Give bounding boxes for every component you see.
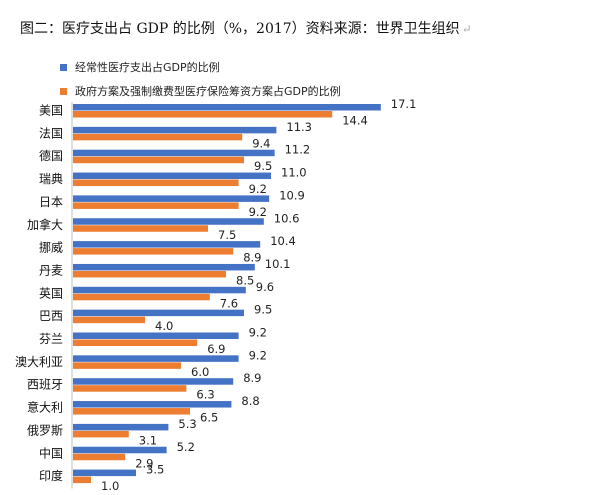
bar-current-health-expenditure [73,104,381,111]
data-label: 11.0 [281,166,307,180]
chart-legend: 经常性医疗支出占GDP的比例 政府方案及强制缴费型医疗保险筹资方案占GDP的比例 [60,58,341,106]
bar-current-health-expenditure [73,172,271,180]
bar-current-health-expenditure [73,218,264,225]
bar-current-health-expenditure [73,309,244,317]
bar-current-health-expenditure [73,423,169,431]
chart-title: 图二：医疗支出占 GDP 的比例（%，2017）资料来源：世界卫生组织 [20,21,460,37]
legend-swatch-orange [60,87,67,95]
category-label: 英国 [39,286,63,300]
category-label: 中国 [39,445,63,460]
data-label: 6.3 [196,388,214,402]
category-label: 芬兰 [39,332,63,346]
bar-current-health-expenditure [73,378,234,385]
chart-caption: 图二：医疗支出占 GDP 的比例（%，2017）资料来源：世界卫生组织 ↵ [20,18,472,38]
data-label: 17.1 [391,97,417,111]
data-label: 7.5 [218,228,236,242]
bar-current-health-expenditure [73,126,277,134]
data-label: 9.2 [249,205,267,219]
legend-item-series-1: 经常性医疗支出占GDP的比例 [60,58,341,76]
category-label: 法国 [39,126,63,140]
bar-government-financing [73,476,91,484]
data-label: 6.0 [191,365,209,379]
category-label: 美国 [39,104,63,118]
data-label: 10.6 [274,211,300,225]
data-label: 7.6 [220,296,238,310]
category-label: 丹麦 [39,263,63,277]
data-label: 9.2 [249,326,267,340]
bar-government-financing [73,248,234,255]
data-label: 10.4 [270,234,296,248]
legend-label-series-2: 政府方案及强制缴费型医疗保险筹资方案占GDP的比例 [75,85,341,98]
bar-current-health-expenditure [73,469,136,477]
bar-government-financing [73,430,129,438]
bar-current-health-expenditure [73,241,261,248]
data-label: 10.1 [265,257,291,271]
bar-government-financing [73,179,239,187]
bar-government-financing [73,385,187,392]
data-label: 8.9 [243,251,261,265]
data-label: 1.0 [101,479,119,493]
data-label: 3.1 [139,433,157,447]
bar-government-financing [73,453,126,461]
data-label: 8.9 [243,371,261,385]
bar-government-financing [73,133,243,141]
data-label: 14.4 [342,114,368,128]
category-label: 日本 [39,195,63,209]
category-label: 瑞典 [39,172,63,186]
data-label: 5.2 [177,440,195,454]
data-label: 9.2 [249,182,267,196]
category-label: 俄罗斯 [27,423,63,437]
bar-government-financing [73,270,226,278]
bar-current-health-expenditure [73,332,239,339]
data-label: 6.5 [200,411,218,425]
bar-government-financing [73,316,145,324]
category-label: 意大利 [27,400,63,415]
bar-government-financing [73,156,244,164]
category-label: 加拿大 [27,217,63,232]
data-label: 10.9 [279,188,305,202]
bar-current-health-expenditure [73,355,239,362]
legend-label-series-1: 经常性医疗支出占GDP的比例 [75,61,220,74]
bar-current-health-expenditure [73,446,167,454]
data-label: 6.9 [207,342,225,356]
bar-government-financing [73,293,210,301]
legend-item-series-2: 政府方案及强制缴费型医疗保险筹资方案占GDP的比例 [60,82,341,100]
category-label: 巴西 [39,309,63,323]
legend-swatch-blue [60,63,67,71]
data-label: 3.5 [146,463,164,477]
bar-government-financing [73,339,198,346]
bar-government-financing [73,362,181,369]
category-label: 德国 [39,148,63,163]
category-label: 印度 [39,468,63,483]
data-label: 2.9 [135,456,153,470]
bar-government-financing [73,408,190,415]
bar-government-financing [73,202,239,209]
data-label: 5.3 [178,417,196,431]
data-label: 8.8 [241,394,259,408]
bar-government-financing [73,111,333,118]
data-label: 9.2 [249,348,267,362]
category-label: 挪威 [39,241,63,255]
data-label: 4.0 [155,319,173,333]
data-label: 9.6 [256,280,274,294]
bar-current-health-expenditure [73,149,275,157]
bar-current-health-expenditure [73,263,255,271]
bar-current-health-expenditure [73,195,270,202]
bar-government-financing [73,225,208,232]
data-label: 11.3 [286,120,312,134]
bar-current-health-expenditure [73,286,246,294]
data-label: 9.5 [254,303,272,317]
paragraph-mark-icon: ↵ [461,22,472,36]
data-label: 8.5 [236,273,254,287]
data-label: 9.5 [254,159,272,173]
category-label: 西班牙 [27,378,63,392]
bar-current-health-expenditure [73,401,232,408]
data-label: 9.4 [252,136,270,150]
category-label: 澳大利亚 [15,355,63,369]
data-label: 11.2 [285,143,311,157]
